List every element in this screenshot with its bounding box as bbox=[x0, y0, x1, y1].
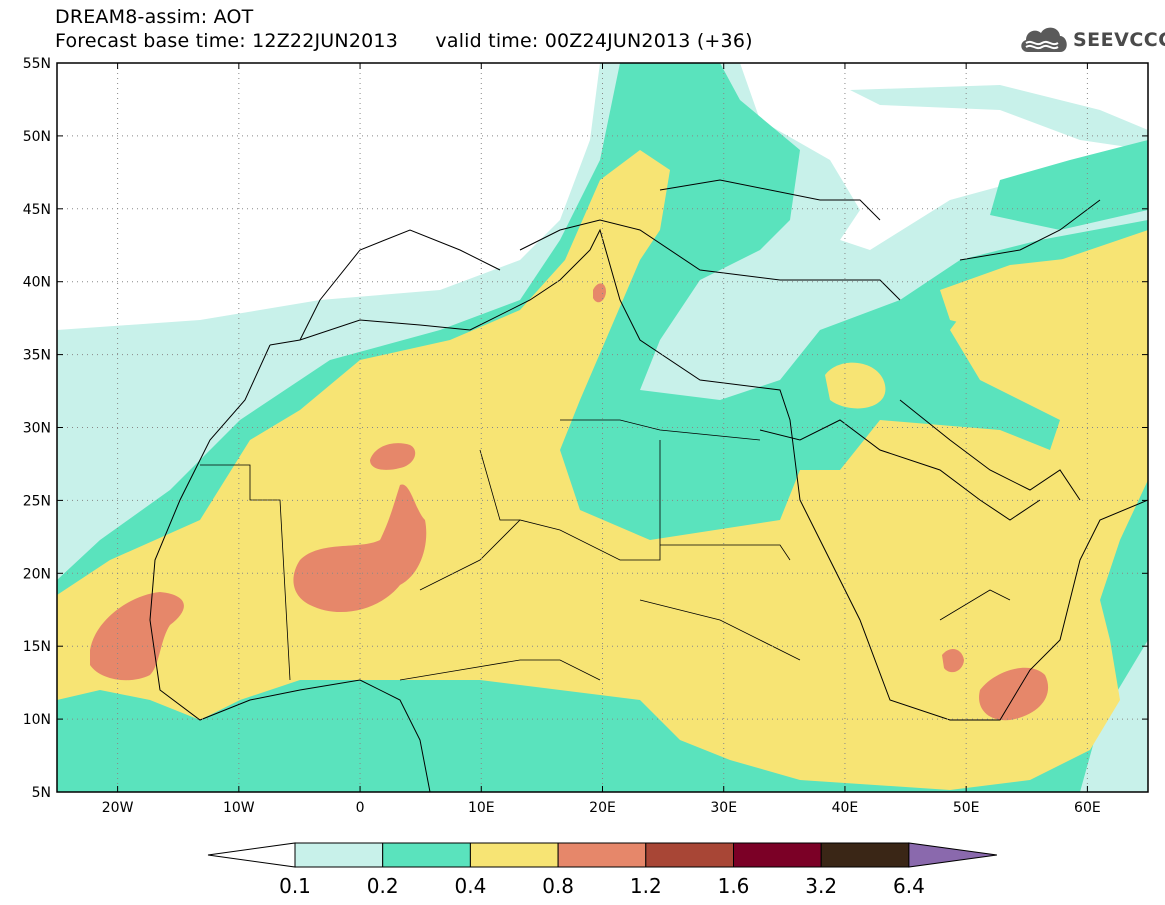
aot-field bbox=[57, 63, 1148, 792]
y-tick-label: 55N bbox=[23, 56, 51, 72]
aot-band-0.8-yemen bbox=[979, 667, 1049, 721]
legend-level-label: 0.2 bbox=[367, 874, 399, 898]
legend-level-label: 1.2 bbox=[630, 874, 662, 898]
legend-level-label: 3.2 bbox=[805, 874, 837, 898]
x-tick-label: 60E bbox=[1074, 800, 1101, 816]
legend-swatch bbox=[557, 842, 647, 868]
coastlines bbox=[149, 179, 1148, 792]
legend-swatch bbox=[733, 842, 822, 868]
legend-level-label: 0.8 bbox=[542, 874, 574, 898]
y-tick-label: 20N bbox=[23, 566, 51, 582]
logo-text: SEEVCCC bbox=[1073, 29, 1165, 51]
legend-swatch bbox=[469, 842, 559, 868]
forecast-times: Forecast base time: 12Z22JUN2013 valid t… bbox=[55, 30, 753, 52]
cloud-icon bbox=[1021, 27, 1067, 52]
y-tick-label: 15N bbox=[23, 639, 51, 655]
x-tick-label: 10E bbox=[468, 800, 495, 816]
aot-band-0.4-arabia-pocket bbox=[825, 362, 886, 409]
y-tick-label: 10N bbox=[23, 712, 51, 728]
aot-band-0.8-algeria bbox=[370, 443, 416, 470]
borders bbox=[200, 419, 1011, 681]
y-tick-label: 45N bbox=[23, 202, 51, 218]
legend-high-arrow bbox=[908, 842, 997, 868]
aot-band-0.1-north bbox=[850, 85, 1148, 150]
latitude-axis: 55N 50N 45N 40N 35N 30N 25N 20N 15N 10N 5N bbox=[23, 56, 1148, 801]
aot-band-0.8-senegal bbox=[90, 592, 184, 681]
x-tick-label: 50E bbox=[953, 800, 980, 816]
x-tick-label: 20E bbox=[589, 800, 616, 816]
legend-level-label: 0.4 bbox=[454, 874, 486, 898]
longitude-axis: 20W 10W 0 10E 20E 30E 40E 50E 60E bbox=[102, 63, 1101, 816]
y-tick-label: 25N bbox=[23, 493, 51, 509]
legend-level-label: 6.4 bbox=[893, 874, 925, 898]
y-tick-label: 40N bbox=[23, 275, 51, 291]
legend-swatch bbox=[820, 842, 910, 868]
aot-band-0.8-yemen-west bbox=[942, 648, 964, 673]
map-title: DREAM8-assim: AOT bbox=[55, 6, 254, 28]
legend-swatch bbox=[382, 842, 471, 868]
legend-swatch bbox=[645, 842, 734, 868]
x-tick-label: 0 bbox=[356, 800, 365, 816]
legend-level-label: 1.6 bbox=[718, 874, 750, 898]
aot-band-0.2-ne bbox=[990, 140, 1148, 230]
y-tick-label: 30N bbox=[23, 421, 51, 437]
grid-lines bbox=[57, 63, 1148, 792]
x-tick-label: 40E bbox=[832, 800, 859, 816]
legend-level-label: 0.1 bbox=[279, 874, 311, 898]
x-tick-label: 10W bbox=[223, 800, 255, 816]
legend-low-arrow bbox=[207, 842, 296, 868]
x-tick-label: 30E bbox=[710, 800, 737, 816]
y-tick-label: 50N bbox=[23, 129, 51, 145]
y-tick-label: 35N bbox=[23, 348, 51, 364]
seevccc-logo: SEEVCCC bbox=[1018, 22, 1165, 60]
y-tick-label: 5N bbox=[32, 785, 51, 801]
legend-swatch bbox=[294, 842, 384, 868]
aot-band-0.4 bbox=[57, 150, 1148, 790]
x-tick-label: 20W bbox=[102, 800, 134, 816]
